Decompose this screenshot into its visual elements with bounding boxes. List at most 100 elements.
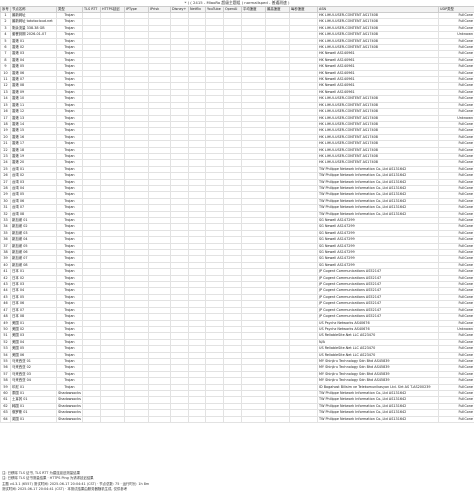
speed-bar-cell xyxy=(289,268,318,276)
table-row[interactable]: 63 俄罗斯 01 Shadowsocks TW Philippe Network I… xyxy=(0,409,474,417)
speed-bar-cell xyxy=(289,140,318,148)
speed-bar-cell xyxy=(289,287,318,295)
speed-bar-cell xyxy=(289,184,318,193)
table-header: 序号 节点名称 类型 TLS RTT HTTPS延迟 IPType IPrisk Disney… xyxy=(0,6,474,13)
speed-bar-cell xyxy=(289,69,318,78)
table-row[interactable]: 6 香港 02 Trojan HK LIHUI-USER-CONTENT AS1740… xyxy=(0,43,474,52)
table-row[interactable]: 27 台湾 03 Trojan TW Philippe Network Informa… xyxy=(0,178,474,187)
speed-bar-cell xyxy=(289,255,318,263)
cell-type: Shadowsocks xyxy=(56,396,83,404)
table-row[interactable]: 33 新加坡 01 Trojan SG Newell AS147299 FullCone xyxy=(0,216,474,225)
table-row[interactable]: 4 套餐到期 2026-01-07 Trojan HK LIHUI-USER-CONT… xyxy=(0,31,474,39)
table-row[interactable]: 57 马来西亚 03 Trojan MY Shinjiru Technology Sd… xyxy=(0,370,474,379)
table-row[interactable]: 23 香港 19 Trojan HK LIHUI-USER-CONTENT AS174… xyxy=(0,152,474,161)
speed-bar-cell xyxy=(289,18,318,26)
footer-notes: 注: 已移除 TLS 证书, TLS RTT 为建连延迟测量结果 注: 已移除 … xyxy=(0,470,474,493)
speed-bar-cell xyxy=(289,11,318,20)
speed-bar-cell xyxy=(289,377,318,385)
table-row[interactable]: 34 新加坡 02 Trojan SG Newell AS147299 FullCone xyxy=(0,223,474,231)
table-row[interactable]: 37 新加坡 05 Trojan SG Newell AS147299 FullCone xyxy=(0,242,474,251)
table-row[interactable]: 44 日本 04 Trojan JP Cogent Communications AS… xyxy=(0,287,474,295)
table-row[interactable]: 29 台湾 05 Trojan TW Philippe Network Informa… xyxy=(0,191,474,199)
speed-bar-cell xyxy=(289,172,318,180)
table-row[interactable]: 24 香港 20 Trojan HK LIHUI-USER-CONTENT AS174… xyxy=(0,159,474,167)
speed-bar-cell xyxy=(289,325,318,334)
table-row[interactable]: 31 台湾 07 Trojan TW Philippe Network Informa… xyxy=(0,204,474,212)
speed-bar-cell xyxy=(289,204,318,212)
table-row[interactable]: 38 新加坡 06 Trojan SG Newell AS147299 FullCone xyxy=(0,248,474,257)
results-table: 序号 节点名称 类型 TLS RTT HTTPS延迟 IPType IPrisk Disney… xyxy=(0,6,474,424)
table-row[interactable]: 30 台湾 06 Trojan TW Philippe Network Informa… xyxy=(0,197,474,206)
speed-bar-cell xyxy=(289,63,318,71)
window-title: * ( ( 2415 - MiaoRo 超级主题组 ) normallsped … xyxy=(184,0,290,5)
table-row[interactable]: 36 新加坡 04 Trojan SG Newell AS147299 FullCone xyxy=(0,236,474,244)
speed-bar-cell xyxy=(289,383,318,392)
speed-bar-cell xyxy=(289,76,318,84)
table-row[interactable]: 1 最新网址 Trojan HK LIHUI-USER-CONTENT AS17408… xyxy=(0,11,474,20)
table-row[interactable]: 17 香港 13 Trojan HK LIHUI-USER-CONTENT AS174… xyxy=(0,114,474,122)
speed-bar-cell xyxy=(289,338,318,347)
table-row[interactable]: 19 香港 15 Trojan HK LIHUI-USER-CONTENT AS174… xyxy=(0,127,474,135)
footer-line: 注: 已移除 TLS 证书测量结果 · HTTPS Ping 为请求延迟结果 xyxy=(2,476,94,481)
footer-line: 主题 v4.3.1 (6557) 测试时间: 2025-06-17 20:04:… xyxy=(2,481,150,486)
table-row[interactable]: 64 英国 01 Shadowsocks TW Philippe Network In… xyxy=(0,415,474,424)
table-row[interactable]: 28 台湾 04 Trojan TW Philippe Network Informa… xyxy=(0,184,474,193)
table-row[interactable]: 59 印尼 01 Trojan ID Bogahost Bilisim ve Tele… xyxy=(0,383,474,392)
table-row[interactable]: 35 新加坡 03 Trojan SG Newell AS147299 FullCone xyxy=(0,229,474,238)
cell-oa xyxy=(223,415,242,424)
table-row[interactable]: 43 日本 03 Trojan JP Cogent Communications AS… xyxy=(0,281,474,289)
table-row[interactable]: 32 台湾 08 Trojan TW Philippe Network Informa… xyxy=(0,210,474,219)
speed-bar-cell xyxy=(289,402,318,411)
speed-bar-cell xyxy=(289,197,318,206)
table-row[interactable]: 22 香港 18 Trojan HK LIHUI-USER-CONTENT AS174… xyxy=(0,146,474,154)
speed-bar-cell xyxy=(289,306,318,315)
table-row[interactable]: 20 香港 16 Trojan HK LIHUI-USER-CONTENT AS174… xyxy=(0,133,474,142)
table-row[interactable]: 25 台湾 01 Trojan TW Philippe Network Informa… xyxy=(0,165,474,174)
cell-https xyxy=(100,415,125,424)
speed-bar-cell xyxy=(289,101,318,110)
table-row[interactable]: 14 香港 10 Trojan HK LIHUI-USER-CONTENT AS174… xyxy=(0,95,474,103)
cell-type: Shadowsocks xyxy=(56,409,83,417)
speed-bar-cell xyxy=(289,396,318,404)
speed-bar-cell xyxy=(289,351,318,359)
speed-bar-cell xyxy=(289,236,318,244)
speed-bar-cell xyxy=(289,37,318,46)
speed-bar-cell xyxy=(289,415,318,424)
cell-dis xyxy=(170,415,189,424)
table-row[interactable]: 41 日本 01 Trojan JP Cogent Communications AS… xyxy=(0,268,474,276)
speed-bar-cell xyxy=(289,332,318,340)
cell-type: Shadowsocks xyxy=(56,389,83,398)
speed-bar-cell xyxy=(289,300,318,308)
speed-bar-cell xyxy=(289,31,318,39)
speed-bar-cell xyxy=(289,133,318,142)
speed-bar-cell xyxy=(289,24,318,33)
speed-bar-cell xyxy=(289,319,318,327)
speed-bar-cell xyxy=(289,293,318,302)
cell-yt xyxy=(205,415,224,424)
speed-bar-cell xyxy=(289,152,318,161)
cell-udp: FullCone xyxy=(438,415,474,424)
cell-ipt xyxy=(124,415,149,424)
footer-line: 测试时间: 2025-06-17 20:04:41 (CST) · 本测试结果由… xyxy=(2,487,128,492)
speed-bar-cell xyxy=(289,50,318,58)
speed-bar-cell xyxy=(289,56,318,65)
table-row[interactable]: 26 台湾 02 Trojan TW Philippe Network Informa… xyxy=(0,172,474,180)
cell-max xyxy=(265,415,290,424)
speed-bar-cell xyxy=(289,409,318,417)
footer-line: 注: 已移除 TLS 证书, TLS RTT 为建连延迟测量结果 xyxy=(2,471,80,475)
table-row[interactable]: 48 日本 08 Trojan JP Cogent Communications AS… xyxy=(0,313,474,321)
table-row[interactable]: 7 香港 03 Trojan HK Newell AS140961 FullCone xyxy=(0,50,474,58)
speed-bar-cell xyxy=(289,364,318,372)
speed-bar-cell xyxy=(289,178,318,187)
cell-asn: TW Philippe Network Information Co.,Ltd … xyxy=(317,415,439,424)
table-row[interactable]: 8 香港 04 Trojan HK Newell AS140961 FullCone xyxy=(0,56,474,65)
cell-name: 英国 01 xyxy=(10,415,57,424)
speed-bar-cell xyxy=(289,261,318,270)
cell-n: 64 xyxy=(0,415,11,424)
table-row[interactable]: 49 美国 01 Trojan US Psychz Networks AS40676 F… xyxy=(0,319,474,327)
table-row[interactable]: 45 日本 05 Trojan JP Cogent Communications AS… xyxy=(0,293,474,302)
column-header[interactable]: Disney+ xyxy=(170,6,189,13)
table-row[interactable]: 53 美国 05 Trojan US ReliableSite.Net LLC AS2… xyxy=(0,345,474,353)
cell-tls xyxy=(82,415,101,424)
table-row[interactable]: 21 香港 17 Trojan HK LIHUI-USER-CONTENT AS174… xyxy=(0,140,474,148)
